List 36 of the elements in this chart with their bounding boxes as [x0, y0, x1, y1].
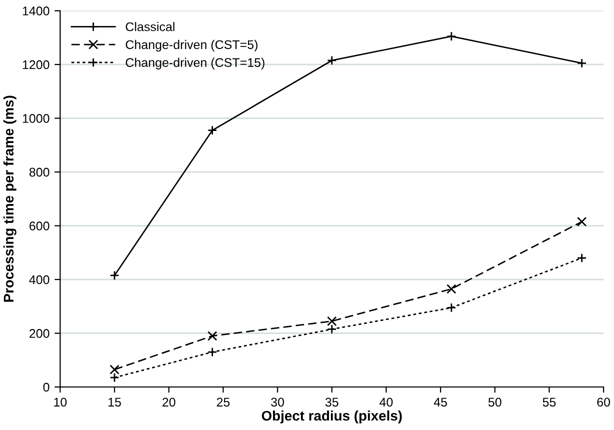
point [110, 372, 120, 382]
y-tick-label: 1200 [22, 60, 50, 70]
point [207, 331, 218, 341]
x-axis-title: Object radius (pixels) [262, 410, 402, 424]
x-tick-label: 35 [325, 398, 338, 407]
y-tick-label: 1400 [22, 6, 50, 16]
point [446, 284, 456, 294]
legend-label: Classical [126, 22, 174, 32]
x-tick-label: 10 [54, 398, 67, 407]
x-tick-label: 50 [488, 398, 502, 407]
point [110, 364, 120, 374]
point [576, 253, 587, 263]
point [327, 324, 337, 334]
legend-label: Change-driven (CST=5) [126, 40, 258, 52]
x-tick-label: 40 [380, 398, 393, 407]
y-tick-label: 400 [29, 275, 50, 284]
y-tick-label: 200 [30, 329, 50, 338]
point [110, 270, 120, 280]
x-tick-label: 15 [108, 398, 121, 407]
point [327, 56, 337, 66]
y-tick-label: 600 [30, 222, 50, 230]
x-tick-label: 25 [216, 398, 230, 407]
x-tick-label: 30 [271, 398, 284, 407]
x-tick-label: 20 [162, 398, 176, 407]
y-tick-label: 800 [29, 168, 50, 177]
point [327, 316, 337, 326]
legend-label: Change-driven (CST=15) [126, 58, 264, 70]
y-tick-label: 0 [43, 382, 50, 392]
x-tick-label: 60 [597, 398, 610, 407]
x-tick-label: 45 [434, 398, 447, 407]
point [207, 347, 218, 357]
point [576, 216, 587, 227]
y-axis-title: Processing time per frame (ms) [3, 96, 16, 302]
x-tick-label: 55 [542, 398, 556, 407]
point [446, 302, 456, 313]
y-tick-label: 1000 [22, 114, 50, 123]
